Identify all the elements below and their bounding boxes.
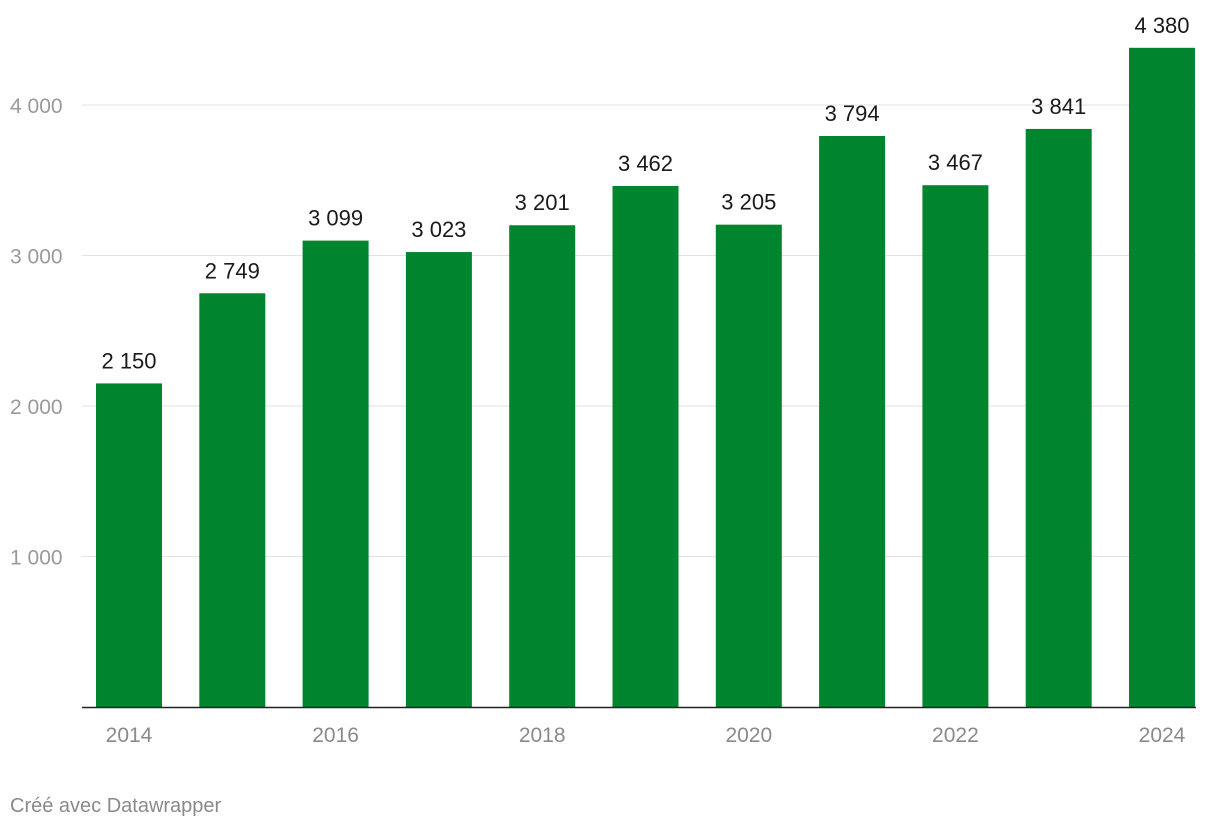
y-tick-label: 2 000 [10,396,63,419]
bar-2024 [1129,47,1195,708]
bar-2018 [509,225,576,707]
y-tick-label: 4 000 [10,95,63,118]
bar-2020 [715,224,782,707]
x-tick-label-2024: 2024 [1139,724,1186,747]
value-label-2017: 3 023 [411,217,466,242]
x-tick-label-2016: 2016 [312,724,359,747]
y-tick-label: 1 000 [10,547,63,570]
value-label-2022: 3 467 [928,150,983,175]
credit-text: Créé avec Datawrapper [10,795,222,817]
x-axis-labels: 2014 2016 2018 2020 2022 2024 [106,724,1186,747]
value-label-2021: 3 794 [825,101,880,126]
bar-2014 [96,383,162,707]
y-tick-label: 3 000 [10,246,63,269]
value-label-2015: 2 749 [205,258,260,283]
value-label-2019: 3 462 [618,151,673,176]
value-label-2018: 3 201 [515,190,570,215]
bar-2017 [405,252,472,707]
x-tick-label-2020: 2020 [725,724,772,747]
bar-2022 [922,185,989,708]
bar-2021 [819,136,886,708]
value-label-2016: 3 099 [308,206,363,231]
value-label-2020: 3 205 [721,190,776,215]
x-tick-label-2022: 2022 [932,724,979,747]
bar-2016 [302,240,369,707]
value-label-2023: 3 841 [1031,94,1086,119]
bar-2019 [612,185,679,707]
x-tick-label-2018: 2018 [519,724,566,747]
bar-2015 [199,293,266,707]
value-label-2014: 2 150 [101,348,156,373]
bars [96,47,1195,708]
value-label-2024: 4 380 [1134,13,1189,38]
bar-2023 [1025,128,1092,707]
x-tick-label-2014: 2014 [106,724,153,747]
y-axis-labels: 1 000 2 000 3 000 4 000 [10,95,63,570]
value-labels: 2 150 2 749 3 099 3 023 3 201 3 462 3 205 3 794… [101,13,1189,374]
bar-chart: 1 000 2 000 3 000 4 000 2 150 2 749 3 099 3 02… [10,13,1196,747]
